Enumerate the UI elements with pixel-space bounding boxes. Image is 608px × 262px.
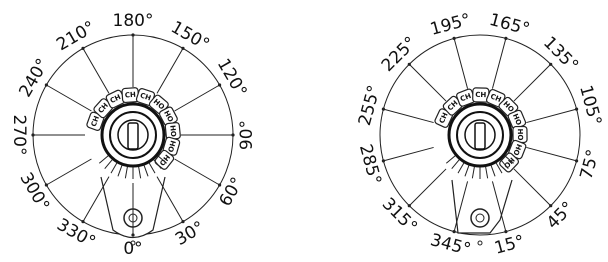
angle-label: 345°: [428, 230, 473, 260]
ray: [409, 64, 446, 101]
ray-end: [575, 159, 578, 162]
ray-end: [181, 47, 184, 50]
angle-label: 240°: [15, 55, 53, 100]
angle-label: 285°: [355, 142, 385, 187]
ray-end: [504, 230, 507, 233]
angle-label: 330°: [53, 215, 98, 253]
ray-end: [131, 233, 134, 236]
tab-label: CH: [125, 91, 137, 100]
ray: [514, 169, 551, 206]
ray-end: [382, 159, 385, 162]
ray: [157, 48, 183, 93]
angle-label: 105°: [575, 83, 605, 128]
key-slot: [128, 123, 138, 149]
tab-label: CH: [475, 91, 486, 99]
angle-label: 300°: [15, 169, 53, 214]
key-slot: [475, 123, 485, 149]
ray-end: [131, 33, 134, 36]
ray-end: [218, 83, 221, 86]
tab-label: HO: [168, 125, 177, 138]
ray-end: [81, 220, 84, 223]
ray: [492, 38, 505, 88]
ray: [526, 109, 576, 122]
angle-label: 30°: [172, 218, 208, 250]
tab-label: HO: [516, 129, 524, 141]
ray: [175, 159, 220, 185]
ray: [175, 85, 220, 111]
ray-end: [382, 108, 385, 111]
ray-end: [504, 37, 507, 40]
angle-label: 180°: [113, 11, 154, 31]
angle-label: 90°: [237, 120, 257, 150]
ray-end: [231, 133, 234, 136]
angle-label: 195°: [428, 10, 473, 40]
angle-label: 150°: [167, 17, 212, 55]
ray-end: [45, 183, 48, 186]
diagram: 0°30°60°90°120°150°180°210°240°270°300°3…: [0, 0, 608, 262]
ray-end: [549, 204, 552, 207]
dial: 0° 30°60° 90° 120°150° 180° 210°240° 270° 300°3…: [9, 11, 257, 259]
angle-label: 75°: [577, 147, 604, 181]
ray-end: [81, 47, 84, 50]
angle-label: 270°: [9, 115, 29, 156]
angle-label: 15°: [492, 232, 526, 259]
dial: 15°45°75°105°135°165°195°225°255°285°315…: [355, 10, 605, 260]
ray-end: [408, 63, 411, 66]
ray: [46, 159, 91, 185]
ray-end: [181, 220, 184, 223]
angle-label: 210°: [53, 17, 98, 55]
ray: [83, 177, 109, 222]
angle-label: 120°: [213, 55, 251, 100]
ray-end: [218, 183, 221, 186]
ray: [454, 38, 467, 88]
center-dot: [478, 241, 482, 245]
ray: [409, 169, 446, 206]
angle-label: 60°: [216, 174, 248, 210]
ray-end: [45, 83, 48, 86]
ray: [383, 147, 433, 160]
ray-end: [549, 63, 552, 66]
ray-end: [453, 37, 456, 40]
ray: [83, 48, 109, 93]
angle-label: 0°: [123, 239, 142, 259]
ray-end: [31, 133, 34, 136]
angle-label: 165°: [487, 10, 532, 40]
ray-end: [453, 230, 456, 233]
ray: [526, 147, 576, 160]
ray-end: [575, 108, 578, 111]
ray: [46, 85, 91, 111]
ray: [383, 109, 433, 122]
angle-label: 255°: [355, 83, 385, 128]
ray: [157, 177, 183, 222]
ray: [514, 64, 551, 101]
ray-end: [408, 204, 411, 207]
